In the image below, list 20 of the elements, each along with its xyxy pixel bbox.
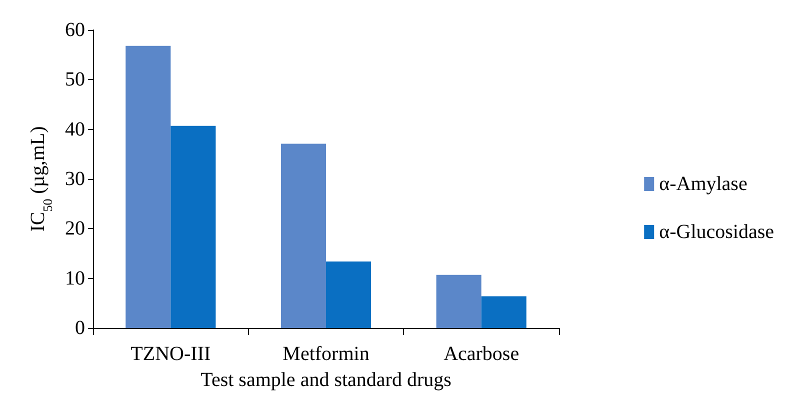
- legend-label: α-Glucosidase: [659, 221, 774, 243]
- x-tick-label: TZNO-III: [130, 343, 211, 365]
- legend-label: α-Amylase: [659, 173, 748, 195]
- y-tick-label: 30: [65, 168, 85, 190]
- y-tick-label: 10: [65, 267, 85, 290]
- bar: [326, 261, 372, 328]
- y-tick-label: 40: [65, 118, 85, 140]
- x-tick-label: Metformin: [282, 343, 370, 365]
- y-tick-label: 0: [75, 317, 85, 339]
- y-axis-title: IC50 (µg,mL): [27, 126, 56, 232]
- bar: [436, 274, 482, 328]
- x-tick-label: Acarbose: [444, 343, 520, 365]
- bar: [170, 126, 216, 328]
- bar: [481, 296, 526, 328]
- bar: [280, 144, 326, 328]
- x-axis-title: Test sample and standard drugs: [200, 369, 452, 391]
- y-tick-label: 50: [65, 68, 85, 91]
- y-tick-label: 20: [65, 218, 85, 240]
- bar: [126, 46, 171, 328]
- y-tick-label: 60: [65, 19, 85, 41]
